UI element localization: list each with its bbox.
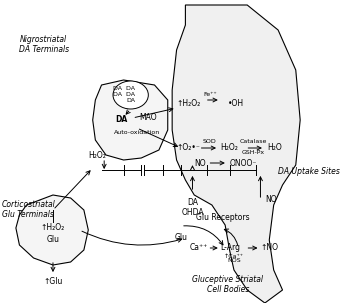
- Text: NOS: NOS: [227, 258, 241, 264]
- Text: H₂O: H₂O: [268, 144, 282, 152]
- Text: DA  DA: DA DA: [114, 86, 135, 92]
- Text: Catalase: Catalase: [240, 139, 267, 144]
- Text: ↑NO: ↑NO: [260, 244, 279, 252]
- Ellipse shape: [113, 81, 148, 109]
- Text: Glu: Glu: [46, 235, 59, 245]
- Text: Corticostriatal
Glu Terminals: Corticostriatal Glu Terminals: [2, 200, 56, 219]
- Text: •OH: •OH: [228, 99, 244, 108]
- Text: ↑O₂•⁻: ↑O₂•⁻: [177, 144, 200, 152]
- FancyArrowPatch shape: [184, 226, 223, 245]
- Text: ONOO⁻: ONOO⁻: [229, 158, 257, 168]
- Text: H₂O₂: H₂O₂: [221, 144, 239, 152]
- Text: DA: DA: [126, 98, 135, 104]
- PathPatch shape: [93, 80, 168, 160]
- Text: ↑H₂O₂: ↑H₂O₂: [177, 99, 201, 108]
- Text: DA Uptake Sites: DA Uptake Sites: [278, 168, 340, 177]
- Text: NO: NO: [265, 195, 276, 205]
- Text: MAO: MAO: [140, 114, 157, 122]
- PathPatch shape: [172, 5, 300, 303]
- Text: DA
OHDA: DA OHDA: [181, 198, 204, 217]
- Text: DA: DA: [116, 115, 128, 125]
- PathPatch shape: [16, 195, 88, 265]
- Text: ↑H₂O₂: ↑H₂O₂: [41, 224, 65, 232]
- FancyArrowPatch shape: [224, 229, 238, 245]
- Text: Glu: Glu: [175, 234, 188, 242]
- Text: H₂O₂: H₂O₂: [88, 151, 106, 159]
- Text: SOD: SOD: [202, 139, 216, 144]
- Text: ↑Ca⁺⁺: ↑Ca⁺⁺: [224, 254, 244, 258]
- Text: Auto-oxidation: Auto-oxidation: [114, 129, 160, 135]
- Text: GSH-Px: GSH-Px: [242, 150, 265, 155]
- Text: NO: NO: [194, 158, 206, 168]
- Text: ↑Glu: ↑Glu: [43, 277, 63, 286]
- Text: Nigrostriatal
DA Terminals: Nigrostriatal DA Terminals: [20, 35, 70, 55]
- Text: Ca⁺⁺: Ca⁺⁺: [190, 244, 208, 252]
- FancyArrowPatch shape: [82, 231, 182, 245]
- Text: Gluceptive Striatal
Cell Bodies: Gluceptive Striatal Cell Bodies: [192, 275, 263, 295]
- Text: L-Arg: L-Arg: [221, 244, 241, 252]
- Text: DA  DA: DA DA: [114, 92, 135, 98]
- Text: Fe⁺⁺: Fe⁺⁺: [203, 92, 217, 97]
- Text: Glu Receptors: Glu Receptors: [196, 214, 249, 222]
